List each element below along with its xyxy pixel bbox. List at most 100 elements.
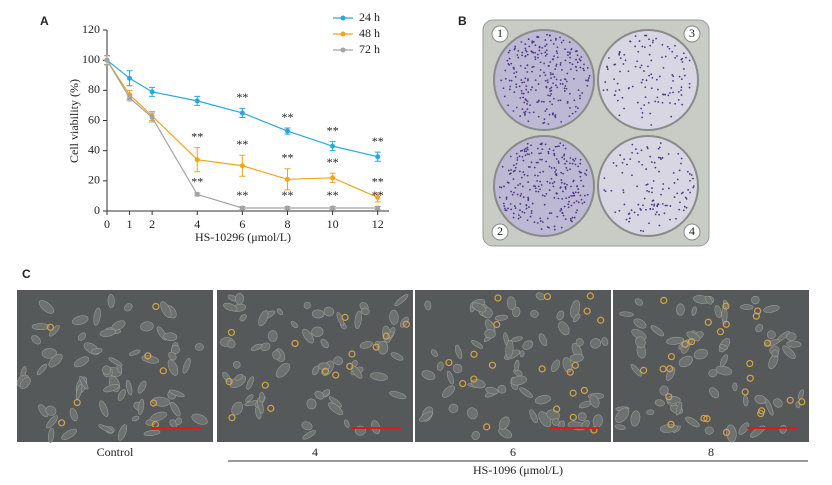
cell xyxy=(506,296,517,311)
colony xyxy=(515,152,518,155)
colony xyxy=(556,145,559,148)
colony xyxy=(680,89,683,92)
significance: ** xyxy=(327,188,339,202)
colony xyxy=(556,215,559,218)
colony xyxy=(511,193,514,196)
colony xyxy=(544,143,547,146)
colony xyxy=(669,205,672,207)
colony xyxy=(517,56,520,59)
well-badge xyxy=(491,25,509,43)
colony xyxy=(683,68,685,70)
colony xyxy=(577,107,579,110)
colony xyxy=(544,79,547,82)
colony xyxy=(540,228,543,231)
significance: ** xyxy=(281,151,293,165)
colony xyxy=(536,147,539,150)
colony xyxy=(575,65,577,68)
colony xyxy=(543,195,546,198)
colony xyxy=(553,196,556,199)
colony xyxy=(522,92,525,95)
colony xyxy=(536,180,539,182)
colony xyxy=(537,185,540,188)
colony xyxy=(560,41,563,44)
colony xyxy=(563,78,566,81)
colony xyxy=(544,55,547,57)
colony xyxy=(603,177,606,180)
colony xyxy=(687,188,690,191)
colony xyxy=(553,55,555,57)
colony xyxy=(640,64,643,67)
colony xyxy=(532,65,535,68)
colony xyxy=(661,203,664,205)
cell xyxy=(630,363,642,377)
cell xyxy=(676,303,685,316)
colony xyxy=(641,116,643,119)
cell xyxy=(719,344,728,350)
colony xyxy=(618,209,621,212)
colony xyxy=(535,190,537,193)
colony xyxy=(623,53,626,56)
cell xyxy=(276,308,283,316)
cell xyxy=(98,424,114,433)
colony xyxy=(564,59,567,62)
significance: ** xyxy=(191,129,203,143)
round-cell xyxy=(571,361,579,369)
cell xyxy=(471,302,487,313)
colony xyxy=(650,87,653,90)
round-cell xyxy=(660,296,668,304)
colony xyxy=(522,159,525,162)
colony xyxy=(575,69,578,72)
colony xyxy=(580,56,583,58)
colony xyxy=(570,68,572,71)
colony xyxy=(645,208,647,211)
colony xyxy=(653,161,656,164)
colony xyxy=(646,183,649,186)
colony xyxy=(554,84,557,87)
colony xyxy=(531,66,534,68)
colony xyxy=(548,148,551,150)
colony xyxy=(665,204,668,207)
cell xyxy=(630,410,641,427)
colony xyxy=(671,50,674,53)
colony xyxy=(689,191,692,194)
y-tick-label: 100 xyxy=(82,52,100,66)
colony xyxy=(674,44,676,47)
cell xyxy=(170,401,181,417)
well xyxy=(597,29,699,131)
cell xyxy=(182,358,191,374)
colony xyxy=(686,170,689,173)
cell xyxy=(333,356,343,366)
colony xyxy=(553,181,556,183)
cell xyxy=(107,294,115,309)
colony xyxy=(674,102,677,105)
round-cell xyxy=(703,415,711,423)
colony xyxy=(621,96,624,99)
colony xyxy=(526,219,529,222)
cell xyxy=(538,333,548,347)
colony xyxy=(516,156,519,159)
colony xyxy=(555,192,558,195)
colony xyxy=(623,203,626,206)
colony xyxy=(692,186,695,189)
colony xyxy=(518,170,521,173)
colony xyxy=(507,207,509,210)
cell xyxy=(102,365,112,375)
cell xyxy=(99,328,117,337)
colony xyxy=(534,79,537,81)
colony xyxy=(649,112,652,115)
colony xyxy=(557,162,560,164)
colony xyxy=(634,45,637,48)
cell xyxy=(389,391,407,399)
colony xyxy=(517,217,520,220)
colony xyxy=(586,67,589,69)
colony xyxy=(658,213,661,216)
colony xyxy=(652,39,654,42)
colony xyxy=(530,212,533,215)
colony xyxy=(656,205,659,208)
cell xyxy=(160,301,172,318)
round-cell xyxy=(149,399,158,407)
colony xyxy=(531,202,534,205)
y-tick-label: 20 xyxy=(88,173,100,187)
colony xyxy=(579,94,581,97)
round-cell xyxy=(348,350,356,358)
